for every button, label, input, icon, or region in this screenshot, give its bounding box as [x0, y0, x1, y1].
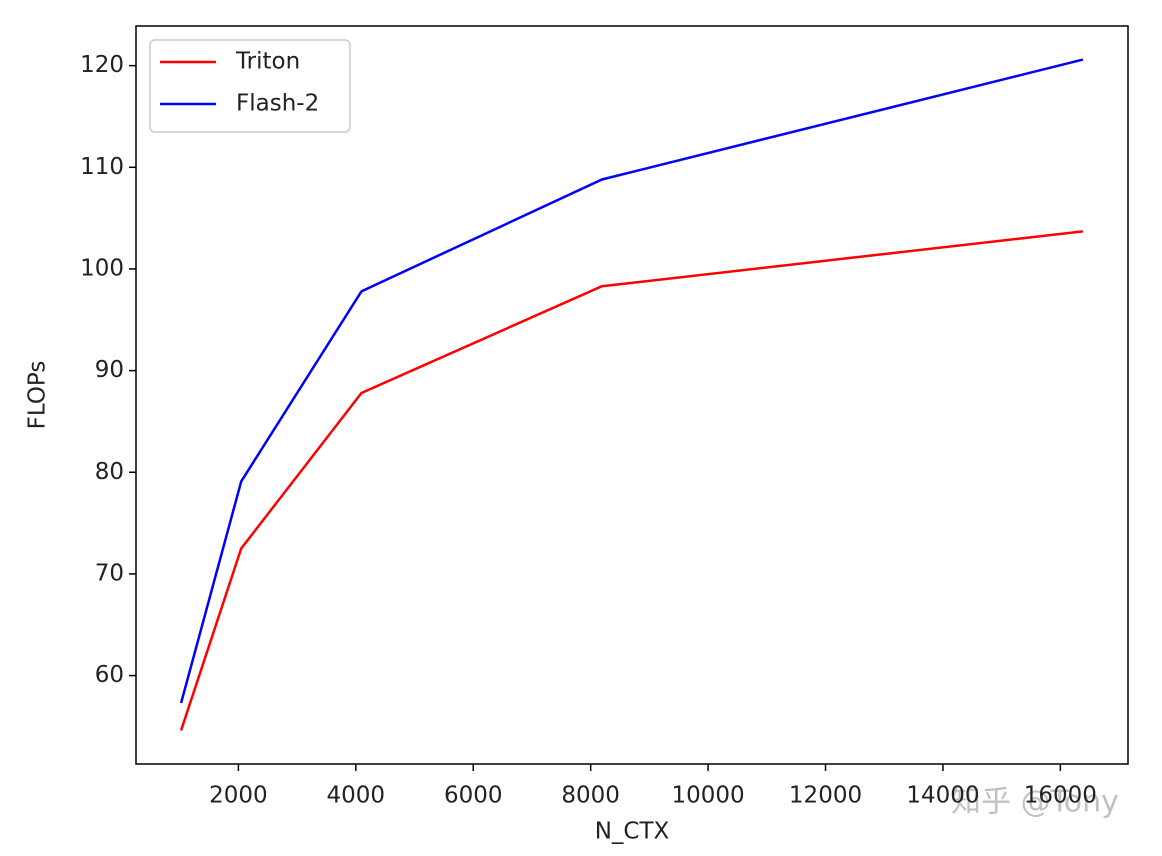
y-tick-label: 80: [95, 459, 124, 485]
line-series: [179, 230, 1084, 731]
watermark: 知乎 @Tony: [951, 785, 1119, 820]
x-tick-label: 2000: [209, 783, 268, 809]
y-tick-label: 90: [95, 357, 124, 383]
x-axis-label: N_CTX: [595, 819, 670, 845]
legend-label: Triton: [235, 49, 300, 75]
y-tick-label: 120: [80, 52, 124, 78]
x-tick-label: 12000: [789, 783, 862, 809]
x-tick-label: 16000: [1024, 783, 1097, 809]
legend-label: Flash-2: [236, 91, 319, 117]
x-tick-label: 10000: [672, 783, 745, 809]
plot-frame: [135, 25, 1129, 765]
x-tick-label: 4000: [327, 783, 386, 809]
x-tick-label: 14000: [906, 783, 979, 809]
y-axis-label: FLOPs: [25, 361, 51, 430]
y-tick-label: 60: [95, 662, 124, 688]
x-tick-label: 8000: [561, 783, 620, 809]
line-series: [179, 58, 1084, 704]
y-tick-label: 100: [80, 255, 124, 281]
y-tick-label: 110: [80, 154, 124, 180]
y-tick-label: 70: [95, 560, 124, 586]
x-tick-label: 6000: [444, 783, 503, 809]
